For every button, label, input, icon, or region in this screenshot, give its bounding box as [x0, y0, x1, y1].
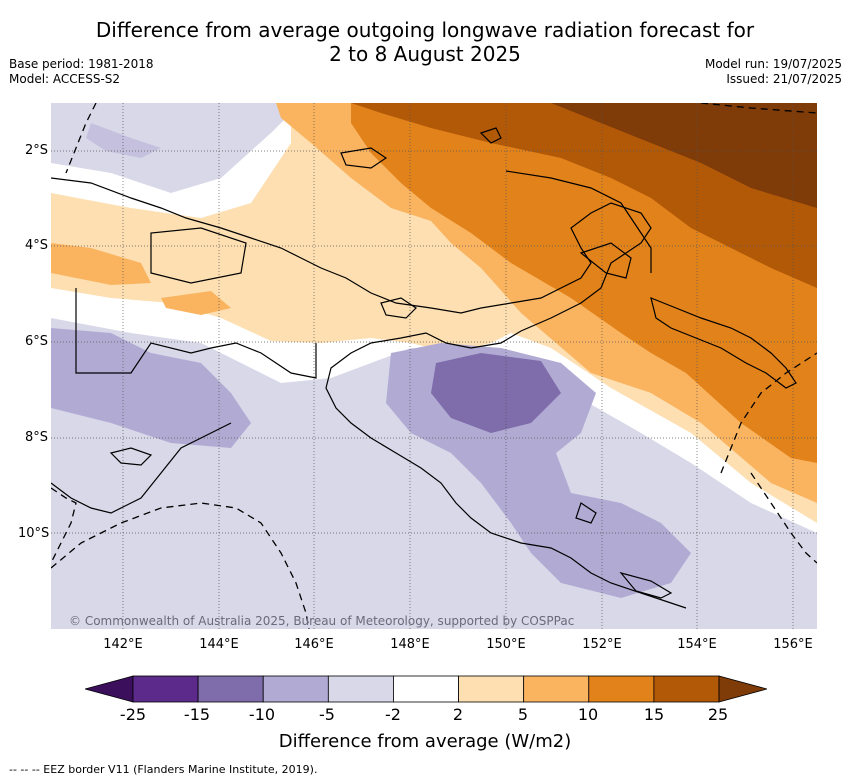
lon-label-144e: 144°E	[199, 637, 239, 652]
colorbar-segment	[588, 675, 655, 703]
lat-label-8s: 8°S	[24, 430, 48, 445]
colorbar-tick: 5	[517, 705, 529, 724]
colorbar-tick: -25	[119, 705, 147, 724]
colorbar-svg	[83, 675, 769, 703]
lon-label-142e: 142°E	[103, 637, 143, 652]
lon-label-152e: 152°E	[582, 637, 622, 652]
colorbar-segment	[262, 675, 329, 703]
meta-left: Base period: 1981-2018 Model: ACCESS-S2	[9, 57, 154, 87]
chart-title: Difference from average outgoing longwav…	[0, 18, 850, 66]
map-svg	[51, 103, 817, 629]
coastlines	[51, 127, 797, 609]
colorbar-segment	[132, 675, 199, 703]
colorbar-extend-low	[83, 675, 134, 703]
colorbar-tick: -2	[385, 705, 401, 724]
colorbar-tick: 25	[707, 705, 729, 724]
lat-label-2s: 2°S	[24, 143, 48, 158]
colorbar-segment	[653, 675, 720, 703]
colorbar	[83, 675, 769, 703]
lon-label-154e: 154°E	[677, 637, 717, 652]
graticule	[51, 103, 817, 629]
lon-label-148e: 148°E	[390, 637, 430, 652]
colorbar-tick: -5	[319, 705, 335, 724]
colorbar-tick: 2	[452, 705, 464, 724]
lon-label-150e: 150°E	[486, 637, 526, 652]
issued-date: Issued: 21/07/2025	[726, 72, 842, 86]
title-line-1: Difference from average outgoing longwav…	[95, 18, 755, 42]
colorbar-tick: -15	[183, 705, 211, 724]
anomaly-map: © Commonwealth of Australia 2025, Bureau…	[51, 103, 817, 629]
colorbar-tick: 10	[577, 705, 599, 724]
colorbar-tick: 15	[643, 705, 665, 724]
band-minus15-minus10	[431, 353, 561, 433]
model-run: Model run: 19/07/2025	[704, 57, 842, 71]
colorbar-tick: -10	[248, 705, 276, 724]
model-name: Model: ACCESS-S2	[9, 72, 121, 86]
eez-borders	[51, 103, 817, 629]
lon-label-146e: 146°E	[294, 637, 334, 652]
band-minus5-north	[86, 123, 161, 158]
colorbar-label: Difference from average (W/m2)	[278, 731, 572, 752]
band-plus5-west	[51, 243, 151, 285]
colorbar-segment	[197, 675, 264, 703]
band-above-plus25	[551, 103, 817, 208]
lat-label-10s: 10°S	[18, 526, 50, 541]
copyright-text: © Commonwealth of Australia 2025, Bureau…	[69, 614, 575, 628]
colorbar-segment	[458, 675, 525, 703]
colorbar-segment	[393, 675, 459, 703]
meta-right: Model run: 19/07/2025 Issued: 21/07/2025	[705, 57, 842, 87]
lat-label-4s: 4°S	[24, 238, 48, 253]
lon-label-156e: 156°E	[773, 637, 813, 652]
eez-border-note: -- -- -- EEZ border V11 (Flanders Marine…	[9, 763, 318, 776]
base-period: Base period: 1981-2018	[9, 57, 154, 71]
band-plus5-south	[161, 291, 231, 315]
band-minus10-minus5-west	[51, 328, 251, 448]
title-line-2: 2 to 8 August 2025	[329, 42, 521, 66]
colorbar-extend-high	[718, 675, 769, 703]
colorbar-segment	[523, 675, 590, 703]
lat-label-6s: 6°S	[24, 334, 48, 349]
colorbar-segment	[327, 675, 394, 703]
